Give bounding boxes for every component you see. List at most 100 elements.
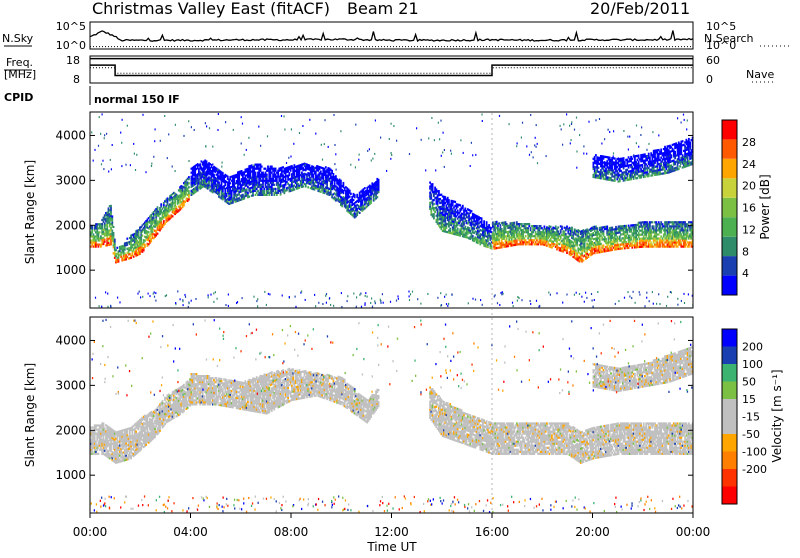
- cpid-row: CPID normal 150 IF: [4, 86, 180, 106]
- power-cell: [541, 227, 543, 229]
- power-cell: [273, 172, 275, 174]
- power-cell: [534, 239, 536, 241]
- power-cell: [354, 194, 356, 196]
- power-cell: [678, 168, 680, 170]
- power-cell: [561, 228, 563, 230]
- power-cell: [684, 246, 686, 248]
- power-cell: [110, 205, 112, 207]
- power-cell: [118, 258, 120, 260]
- power-cell: [670, 154, 672, 156]
- power-cell: [557, 230, 559, 232]
- power-cell: [635, 232, 637, 234]
- power-cell: [626, 245, 628, 247]
- power-cell: [299, 171, 301, 173]
- power-cell: [350, 193, 352, 195]
- noise-panel-frame: [90, 22, 693, 49]
- power-cell: [664, 227, 666, 229]
- power-cell: [111, 230, 113, 232]
- power-cell: [233, 179, 235, 181]
- power-cell: [481, 222, 483, 224]
- power-cell: [275, 170, 277, 172]
- power-cell: [631, 158, 633, 160]
- power-cell: [645, 233, 647, 235]
- power-cell: [644, 237, 646, 239]
- power-cell: [218, 182, 220, 184]
- power-cell: [247, 192, 249, 194]
- power-cell: [96, 229, 98, 231]
- power-cell: [213, 174, 215, 176]
- beam-label: Beam 21: [347, 0, 419, 18]
- power-cell: [99, 231, 101, 233]
- power-cell: [532, 241, 534, 243]
- power-cell: [433, 213, 435, 215]
- power-cell: [429, 204, 431, 206]
- power-cell: [575, 250, 577, 252]
- power-cell: [138, 233, 140, 235]
- power-cell: [132, 252, 134, 254]
- power-cell: [633, 234, 635, 236]
- power-cell: [106, 226, 108, 228]
- power-cell: [100, 246, 102, 248]
- power-cell: [334, 182, 336, 184]
- power-cell: [433, 203, 435, 205]
- power-cell: [160, 205, 162, 207]
- power-cell: [349, 196, 351, 198]
- power-cell: [539, 229, 541, 231]
- power-cell: [150, 240, 152, 242]
- power-cell: [687, 229, 689, 231]
- power-cell: [599, 245, 601, 247]
- power-cell: [433, 215, 435, 217]
- power-cell: [267, 166, 269, 168]
- power-cell: [659, 244, 661, 246]
- power-cell: [574, 247, 576, 249]
- power-cell: [262, 184, 264, 186]
- power-cell: [560, 237, 562, 239]
- power-cell: [525, 235, 527, 237]
- power-cell: [111, 219, 113, 221]
- power-cell: [652, 174, 654, 176]
- power-cell: [619, 180, 621, 182]
- power-cell: [677, 164, 679, 166]
- power-cell: [564, 241, 566, 243]
- cpid-label: CPID: [4, 91, 33, 104]
- power-cell: [581, 252, 583, 254]
- power-cell: [263, 192, 265, 194]
- power-cell: [625, 241, 627, 243]
- power-cell: [448, 199, 450, 201]
- power-cell: [258, 172, 260, 174]
- power-cell: [531, 233, 533, 235]
- power-cell: [657, 165, 659, 167]
- power-cell: [497, 225, 499, 227]
- freq-tick-top: 18: [66, 54, 80, 67]
- power-cell: [650, 233, 652, 235]
- power-cell: [560, 231, 562, 233]
- power-cell: [275, 190, 277, 192]
- power-cell: [687, 227, 689, 229]
- power-cell: [647, 221, 649, 223]
- power-cell: [238, 175, 240, 177]
- power-cell: [659, 237, 661, 239]
- power-cell: [535, 231, 537, 233]
- power-cell: [660, 221, 662, 223]
- power-cell: [667, 225, 669, 227]
- power-cell: [255, 190, 257, 192]
- power-cell: [104, 241, 106, 243]
- power-cell: [623, 167, 625, 169]
- power-cell: [378, 185, 380, 187]
- power-cell: [639, 242, 641, 244]
- power-cell: [309, 164, 311, 166]
- power-cell: [638, 155, 640, 157]
- power-cell: [343, 184, 345, 186]
- power-cell: [606, 226, 608, 228]
- power-cell: [262, 186, 264, 188]
- power-cell: [188, 192, 190, 194]
- power-cell: [356, 194, 358, 196]
- power-cell: [252, 192, 254, 194]
- power-cell: [536, 237, 538, 239]
- power-cell: [356, 214, 358, 216]
- power-cell: [322, 177, 324, 179]
- power-cell: [188, 186, 190, 188]
- power-cell: [660, 163, 662, 165]
- power-cell: [668, 223, 670, 225]
